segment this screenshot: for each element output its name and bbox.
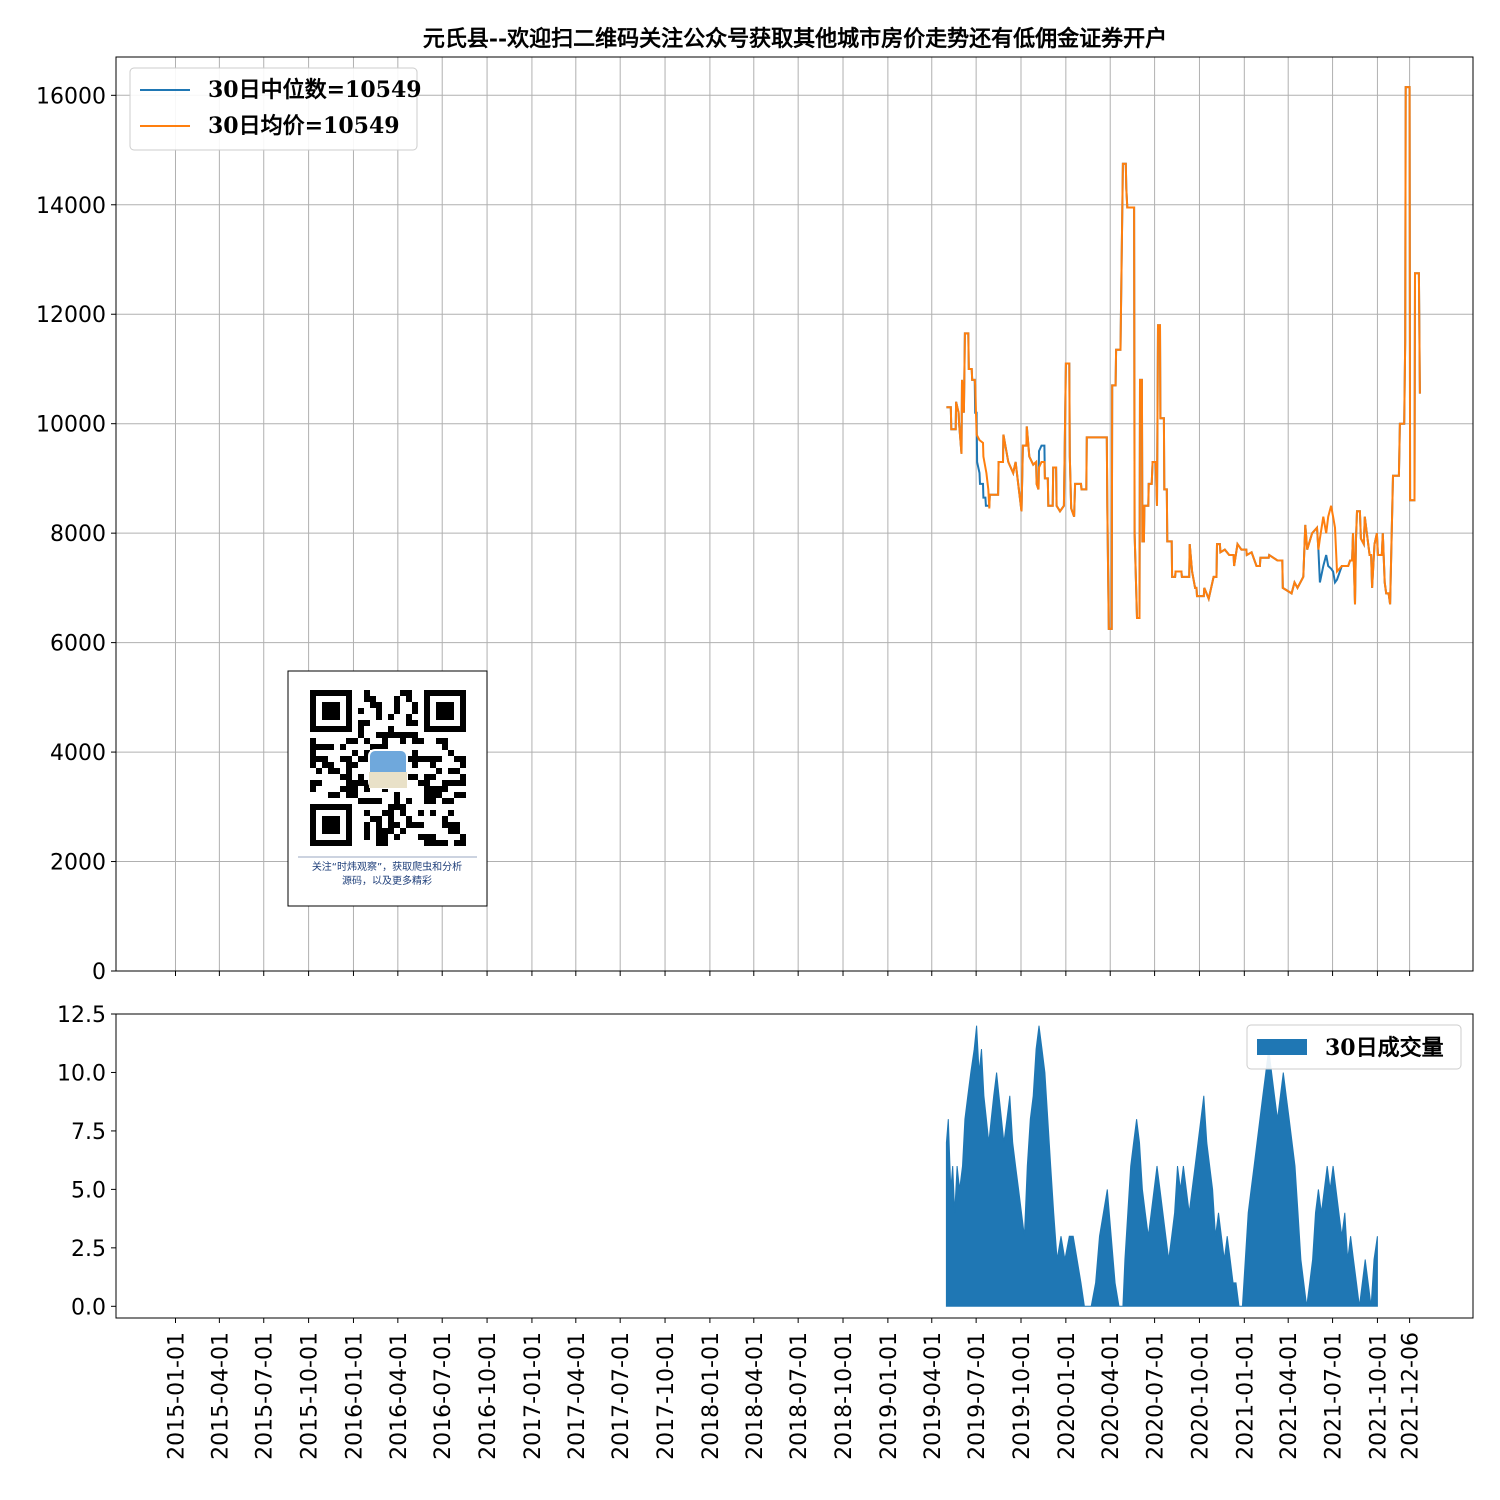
x-tick-label: 2018-10-01	[832, 1332, 857, 1460]
price-y-tick-label: 16000	[36, 84, 106, 109]
volume-y-tick-label: 2.5	[71, 1237, 106, 1262]
volume-y-tick-label: 10.0	[57, 1061, 106, 1086]
volume-legend: 30日成交量	[1246, 1024, 1462, 1070]
x-tick-label: 2020-07-01	[1144, 1332, 1169, 1460]
x-tick-label: 2018-01-01	[699, 1332, 724, 1460]
price-y-tick-label: 10000	[36, 413, 106, 438]
x-tick-label: 2021-07-01	[1322, 1332, 1347, 1460]
chart-title: 元氏县--欢迎扫二维码关注公众号获取其他城市房价走势还有低佣金证券开户	[423, 26, 1167, 52]
x-tick-label: 2020-10-01	[1188, 1332, 1213, 1460]
qr-code-box: 关注“时炜观察”，获取爬虫和分析 源码，以及更多精彩	[287, 670, 488, 907]
price-y-axis: 0 2000 4000 6000 8000 10000 12000 14000 16000	[36, 84, 116, 985]
legend-median-label: 30日中位数=10549	[208, 77, 422, 103]
price-grid	[116, 57, 1473, 972]
volume-panel: 0.0 2.5 5.0 7.5 10.0 12.5 2015-01-01 2015-04-0…	[57, 1003, 1474, 1460]
x-tick-label: 2016-10-01	[476, 1332, 501, 1460]
price-panel: 0 2000 4000 6000 8000 10000 12000 14000 16000 30…	[36, 56, 1474, 985]
x-tick-label: 2017-10-01	[654, 1332, 679, 1460]
price-y-tick-label: 4000	[50, 741, 106, 766]
x-tick-label: 2019-04-01	[921, 1332, 946, 1460]
price-axes-frame	[115, 56, 1474, 972]
legend-volume-label: 30日成交量	[1325, 1035, 1444, 1061]
volume-axes-frame	[115, 1013, 1474, 1319]
volume-y-tick-label: 0.0	[71, 1295, 106, 1320]
x-tick-label: 2018-04-01	[743, 1332, 768, 1460]
qr-caption-line2: 源码，以及更多精彩	[342, 874, 432, 887]
price-y-tick-label: 12000	[36, 303, 106, 328]
x-tick-label: 2015-10-01	[298, 1332, 323, 1460]
legend-volume-swatch	[1257, 1039, 1307, 1055]
x-tick-label: 2016-04-01	[387, 1332, 412, 1460]
price-y-tick-label: 8000	[50, 522, 106, 547]
volume-y-tick-label: 7.5	[71, 1120, 106, 1145]
legend-average-label: 30日均价=10549	[208, 113, 400, 139]
x-tick-label: 2019-07-01	[965, 1332, 990, 1460]
x-tick-label: 2019-01-01	[877, 1332, 902, 1460]
x-tick-label: 2017-01-01	[521, 1332, 546, 1460]
x-tick-label: 2015-01-01	[164, 1332, 189, 1460]
volume-y-tick-label: 5.0	[71, 1178, 106, 1203]
x-tick-label: 2016-01-01	[342, 1332, 367, 1460]
x-tick-label: 2021-01-01	[1233, 1332, 1258, 1460]
x-tick-label: 2015-07-01	[253, 1332, 278, 1460]
volume-y-tick-label: 12.5	[57, 1003, 106, 1028]
x-tick-label: 2021-10-01	[1366, 1332, 1391, 1460]
price-y-tick-label: 6000	[50, 632, 106, 657]
x-tick-label: 2020-01-01	[1055, 1332, 1080, 1460]
x-tick-label: 2019-10-01	[1010, 1332, 1035, 1460]
price-y-tick-label: 2000	[50, 851, 106, 876]
x-tick-label: 2015-04-01	[208, 1332, 233, 1460]
volume-x-axis: 2015-01-01 2015-04-01 2015-07-01 2015-10-01…	[164, 1318, 1424, 1460]
x-tick-label: 2016-07-01	[431, 1332, 456, 1460]
qr-code-icon	[310, 690, 466, 846]
price-legend: 30日中位数=10549 30日均价=10549	[129, 67, 422, 151]
price-y-tick-label: 14000	[36, 194, 106, 219]
x-tick-label: 2021-04-01	[1277, 1332, 1302, 1460]
average-price-line	[946, 86, 1421, 630]
x-tick-label: 2017-04-01	[565, 1332, 590, 1460]
x-tick-label: 2020-04-01	[1099, 1332, 1124, 1460]
x-tick-label: 2018-07-01	[787, 1332, 812, 1460]
volume-area	[945, 1025, 1378, 1307]
qr-caption-line1: 关注“时炜观察”，获取爬虫和分析	[312, 860, 462, 873]
median-price-line	[946, 86, 1421, 630]
x-tick-label: 2021-12-06	[1399, 1332, 1424, 1460]
x-tick-label: 2017-07-01	[609, 1332, 634, 1460]
price-y-tick-label: 0	[92, 960, 106, 985]
price-x-ticks	[174, 971, 1411, 976]
volume-y-axis: 0.0 2.5 5.0 7.5 10.0 12.5	[57, 1003, 116, 1320]
